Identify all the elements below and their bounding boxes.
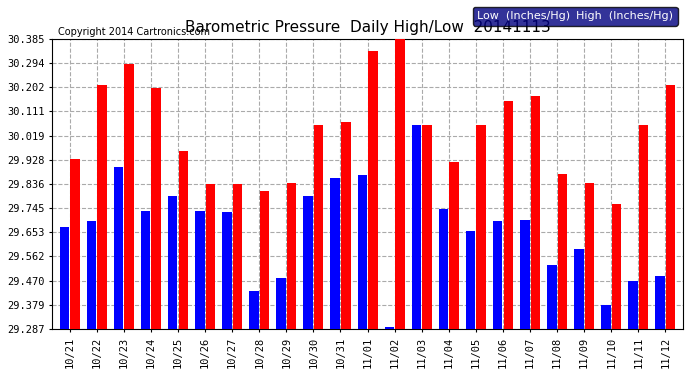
Bar (547, 265, 557, 329)
Bar (612, 204, 621, 329)
Bar (331, 178, 340, 329)
Bar (395, 38, 404, 329)
Bar (439, 209, 449, 329)
Bar (368, 51, 377, 329)
Bar (59, 227, 69, 329)
Bar (574, 249, 584, 329)
Bar (422, 125, 432, 329)
Bar (97, 85, 107, 329)
Bar (287, 183, 296, 329)
Bar (357, 175, 367, 329)
Bar (314, 125, 324, 329)
Bar (504, 101, 513, 329)
Bar (466, 231, 475, 329)
Bar (601, 304, 611, 329)
Bar (114, 167, 124, 329)
Bar (666, 85, 676, 329)
Bar (531, 96, 540, 329)
Bar (656, 276, 665, 329)
Bar (249, 291, 259, 329)
Bar (493, 221, 502, 329)
Bar (206, 184, 215, 329)
Bar (341, 122, 351, 329)
Bar (412, 125, 421, 329)
Bar (520, 220, 529, 329)
Bar (639, 125, 649, 329)
Bar (558, 174, 567, 329)
Bar (629, 281, 638, 329)
Bar (449, 162, 459, 329)
Bar (152, 88, 161, 329)
Bar (222, 212, 232, 329)
Text: Copyright 2014 Cartronics.com: Copyright 2014 Cartronics.com (59, 27, 210, 38)
Bar (384, 327, 394, 329)
Bar (276, 278, 286, 329)
Bar (168, 196, 177, 329)
Bar (584, 183, 594, 329)
Bar (87, 221, 96, 329)
Bar (124, 64, 134, 329)
Title: Barometric Pressure  Daily High/Low  20141113: Barometric Pressure Daily High/Low 20141… (185, 20, 551, 35)
Bar (476, 125, 486, 329)
Bar (195, 211, 204, 329)
Bar (260, 191, 269, 329)
Bar (304, 196, 313, 329)
Legend: Low  (Inches/Hg), High  (Inches/Hg): Low (Inches/Hg), High (Inches/Hg) (473, 7, 678, 26)
Bar (179, 151, 188, 329)
Bar (233, 184, 242, 329)
Bar (70, 159, 80, 329)
Bar (141, 211, 150, 329)
